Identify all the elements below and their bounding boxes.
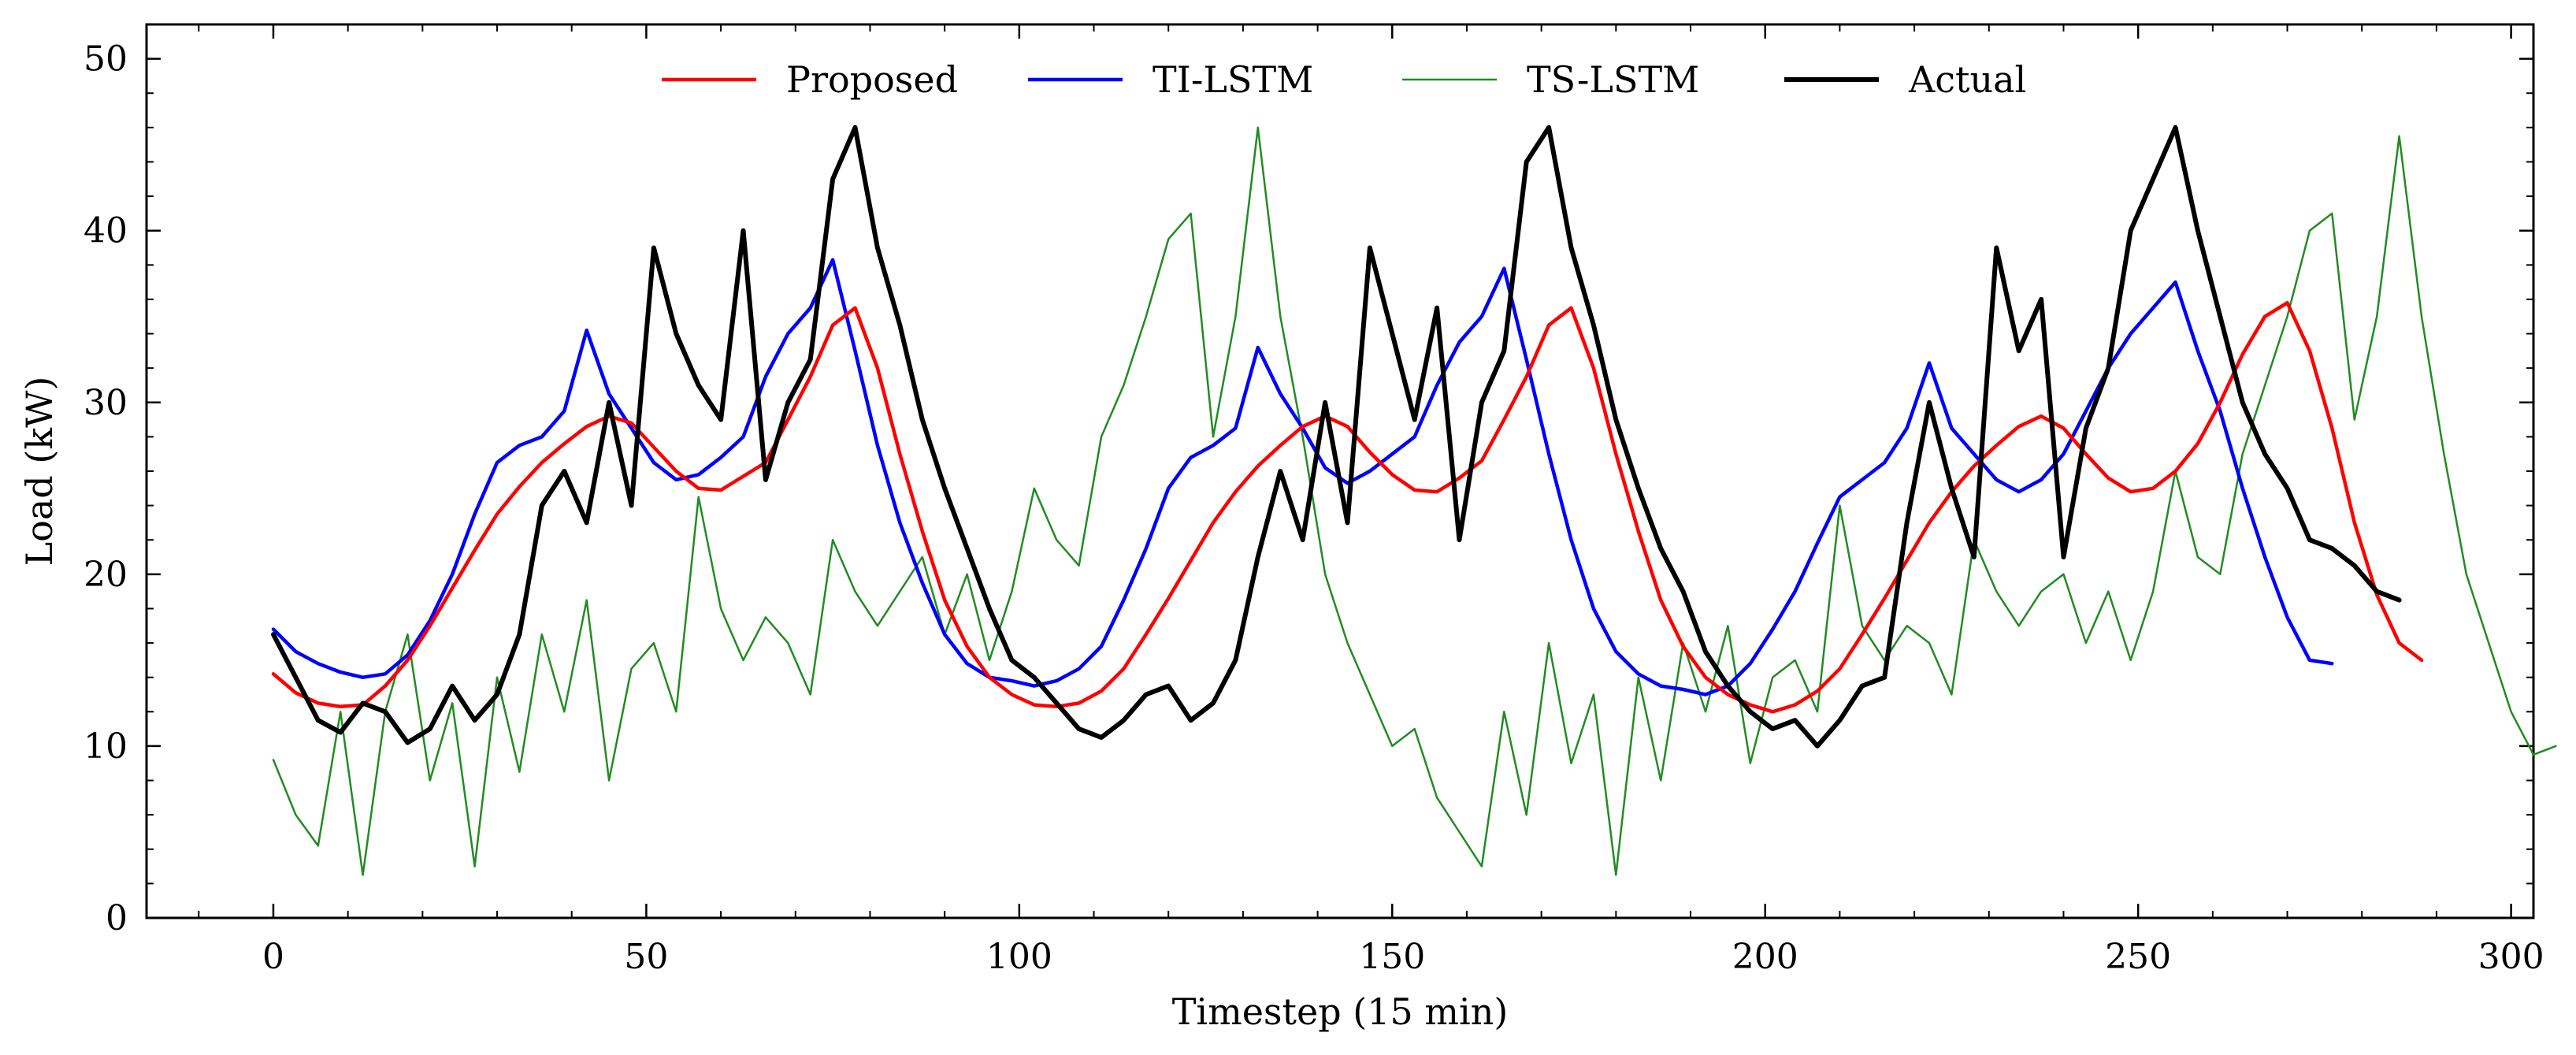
y-tick-label: 20 bbox=[84, 555, 128, 595]
series-line-ti-lstm bbox=[271, 258, 2334, 697]
legend: Proposed TI-LSTM TS-LSTM Actual bbox=[662, 58, 2026, 101]
legend-label-ts-lstm: TS-LSTM bbox=[1527, 58, 1699, 101]
y-axis-label: Load (kW) bbox=[18, 377, 61, 567]
x-tick-label: 100 bbox=[986, 937, 1052, 977]
x-tick-label: 0 bbox=[262, 937, 284, 977]
x-tick-label: 250 bbox=[2105, 937, 2171, 977]
legend-label-ti-lstm: TI-LSTM bbox=[1153, 58, 1313, 101]
series-line-actual bbox=[271, 124, 2402, 749]
x-tick-label: 150 bbox=[1359, 937, 1425, 977]
x-axis-label: Timestep (15 min) bbox=[1172, 990, 1509, 1033]
axis-ticks: 0 50 100 150 200 250 300 0 10 20 30 40 50 bbox=[84, 24, 2544, 977]
x-tick-label: 300 bbox=[2478, 937, 2544, 977]
y-tick-label: 0 bbox=[106, 898, 128, 938]
series-line-ts-lstm bbox=[272, 126, 2557, 876]
x-tick-label: 200 bbox=[1732, 937, 1798, 977]
y-tick-label: 40 bbox=[84, 211, 128, 251]
series-lines bbox=[271, 124, 2557, 876]
y-tick-label: 30 bbox=[84, 383, 128, 423]
legend-label-actual: Actual bbox=[1908, 58, 2026, 101]
legend-label-proposed: Proposed bbox=[786, 58, 958, 101]
series-line-proposed bbox=[271, 301, 2424, 714]
x-tick-label: 50 bbox=[624, 937, 668, 977]
y-tick-label: 50 bbox=[84, 39, 128, 80]
y-tick-label: 10 bbox=[84, 726, 128, 767]
